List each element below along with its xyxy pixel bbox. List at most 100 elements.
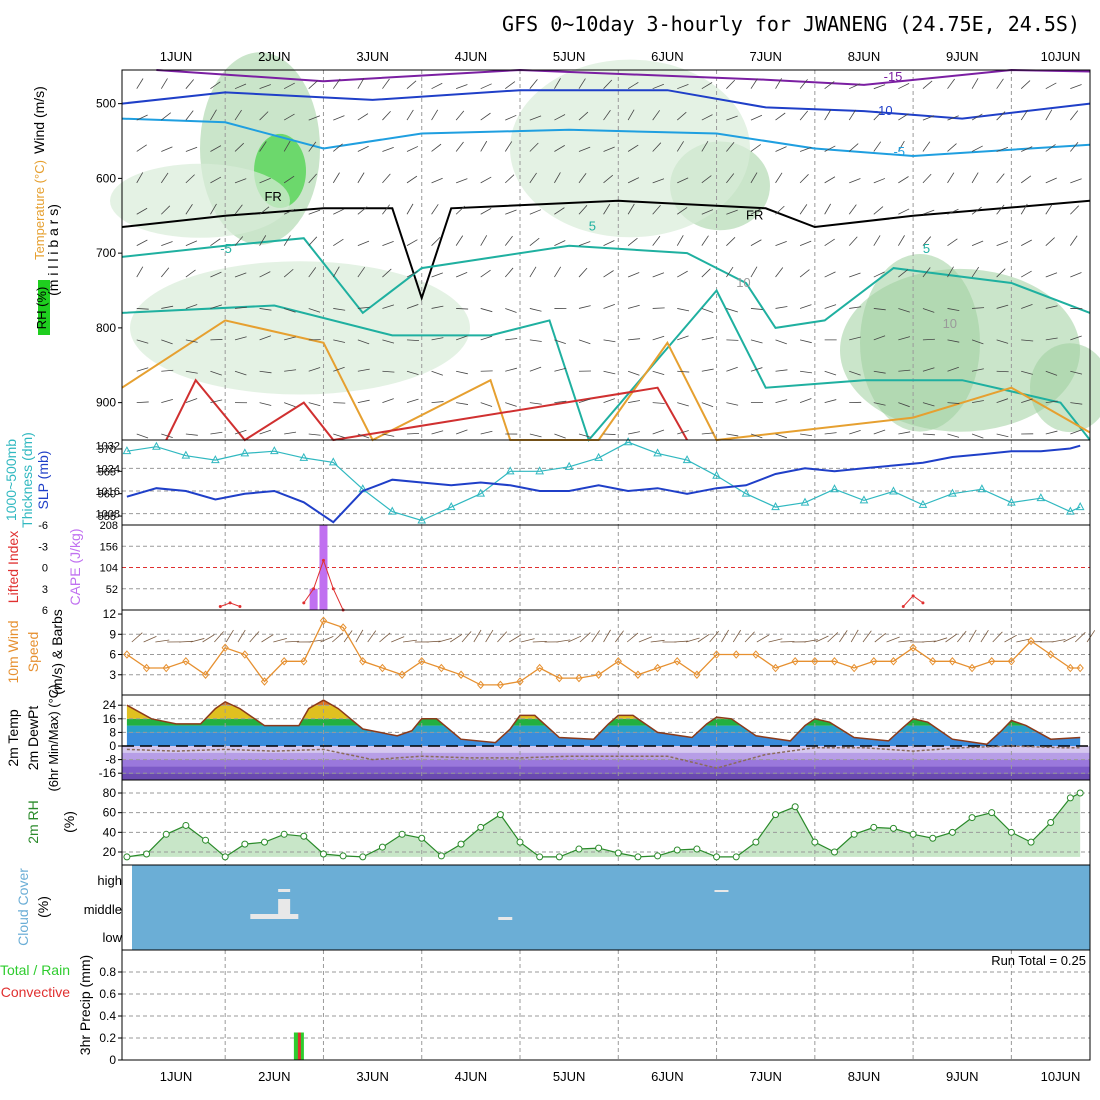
- wind-barb: [652, 307, 665, 309]
- axis-title-slp: SLP (mb): [35, 451, 51, 510]
- wind-barb: [529, 115, 542, 121]
- thickness-line: [126, 441, 1081, 522]
- wind-barb: [504, 235, 513, 246]
- temp-contour-7: [165, 378, 688, 442]
- wind-barb: [185, 433, 198, 436]
- wind-barb: [726, 402, 739, 406]
- wind-barb: [824, 271, 836, 278]
- wind-barb: [480, 176, 492, 184]
- wind-barb: [996, 204, 1005, 215]
- rh-region-light: [510, 59, 750, 238]
- warm-band: [126, 718, 1081, 726]
- wind-barb: [455, 335, 468, 341]
- wind-barb: [1070, 402, 1083, 405]
- wind-barb: [799, 110, 809, 121]
- wind-barb: [898, 176, 909, 184]
- wind10-point: [477, 680, 485, 690]
- thickness-point: [240, 448, 250, 457]
- bottom-day-label: 7JUN: [749, 1069, 782, 1084]
- wind-barb: [750, 308, 763, 310]
- wind-barb: [554, 114, 566, 121]
- wind10-barb: [603, 629, 611, 643]
- contour-label: -5: [893, 144, 905, 159]
- wind-barb: [382, 268, 392, 278]
- wind-barb: [529, 402, 542, 405]
- wind-barb: [161, 241, 173, 247]
- wind-barb: [234, 370, 247, 376]
- rh2m-point: [889, 824, 897, 832]
- fill-layer: [38, 52, 1100, 950]
- wind10-barb: [202, 634, 215, 643]
- bottom-day-label: 5JUN: [553, 1069, 586, 1084]
- thickness-point: [1075, 502, 1085, 511]
- ytick-li: -3: [38, 541, 48, 553]
- wind-barb: [677, 177, 689, 184]
- wind10-barb: [815, 635, 829, 643]
- cold-band: [122, 773, 1090, 780]
- wind-barb: [652, 335, 665, 341]
- wind10-point: [1076, 663, 1084, 673]
- wind-barb: [652, 272, 665, 278]
- wind-barb: [898, 402, 910, 408]
- dew2m-line: [126, 745, 1081, 769]
- thickness-point: [152, 441, 161, 450]
- bottom-day-label: 2JUN: [258, 1069, 291, 1084]
- wind-barb: [160, 172, 169, 184]
- wind-barb: [603, 339, 616, 343]
- bottom-day-label: 3JUN: [356, 1069, 389, 1084]
- wind-barb: [431, 143, 442, 152]
- wind-barb: [676, 111, 687, 121]
- wind-barb: [922, 115, 935, 121]
- wind-barb: [136, 207, 148, 215]
- wind10-barb: [638, 636, 653, 643]
- wind-barb: [234, 336, 247, 341]
- wind10-barb: [131, 632, 143, 643]
- wind-barb: [775, 205, 785, 215]
- wind10-barb: [850, 629, 859, 643]
- wind-barb: [504, 141, 513, 152]
- wind-barb: [701, 402, 714, 408]
- thickness-point: [446, 502, 456, 511]
- wind-barb: [726, 308, 738, 313]
- thickness-point: [918, 499, 928, 508]
- wind-barb: [357, 266, 366, 278]
- wind10-barb: [933, 637, 948, 643]
- wind-barb: [1045, 305, 1058, 309]
- rh2m-point: [555, 853, 563, 861]
- wind10-point: [594, 670, 603, 680]
- wind-barb: [136, 433, 149, 439]
- wind10-barb: [709, 631, 719, 643]
- wind10-point: [555, 673, 563, 683]
- ytick-cape: 208: [100, 520, 118, 532]
- wind-barb: [775, 267, 784, 278]
- wind10-point: [319, 616, 328, 626]
- wind-barb: [333, 143, 343, 152]
- wind-barb: [1020, 109, 1029, 121]
- wind-barb: [234, 429, 247, 435]
- wind-barb: [873, 308, 886, 311]
- wind10-barb: [320, 636, 334, 643]
- wind-barb: [775, 146, 787, 152]
- wind-barb: [185, 304, 198, 309]
- wind-barb: [799, 146, 812, 152]
- cloud-bar: [278, 889, 291, 892]
- rh2m-point: [378, 843, 386, 851]
- wind-barb: [578, 172, 587, 184]
- wind-barb: [1070, 205, 1080, 215]
- axis-title-temp-a: 2m Temp: [5, 709, 21, 767]
- wind-barb: [1021, 370, 1033, 375]
- thickness-point: [1036, 493, 1046, 502]
- ytick-cloud: middle: [84, 902, 122, 917]
- wind-barb: [1070, 110, 1079, 121]
- wind-barb: [161, 339, 173, 345]
- wind10-barb: [768, 638, 783, 643]
- wind-barb: [971, 78, 979, 89]
- wind-barb: [382, 173, 391, 184]
- wind-barb: [333, 339, 346, 343]
- wind10-barb: [355, 629, 364, 643]
- wind-barb: [333, 366, 345, 372]
- cloud-bar: [714, 890, 729, 892]
- wind-barb: [456, 402, 469, 405]
- wind-barb: [505, 308, 517, 313]
- ytick-upper: 900: [96, 396, 116, 410]
